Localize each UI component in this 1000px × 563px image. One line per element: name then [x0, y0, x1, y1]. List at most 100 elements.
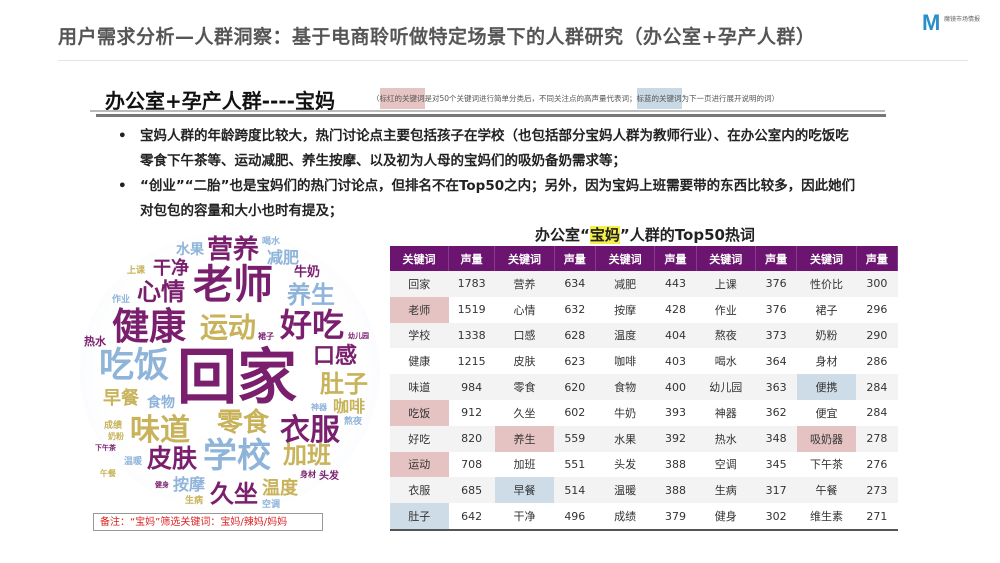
word-cloud-word: 神器	[311, 403, 327, 412]
keyword-cell: 上课	[696, 271, 756, 297]
section-divider	[90, 110, 885, 112]
word-cloud-word: 零食	[217, 408, 270, 438]
volume-cell: 685	[448, 477, 495, 504]
keyword-cell: 食物	[595, 374, 655, 400]
volume-cell: 912	[461, 406, 483, 420]
brand-logo: M 魔镜市场情报	[922, 8, 992, 35]
word-cloud-word: 生病	[185, 496, 204, 506]
slide-title: 用户需求分析—人群洞察：基于电商聆听做特定场景下的人群研究（办公室+孕产人群）	[58, 26, 816, 48]
volume-cell: 1215	[457, 354, 486, 368]
keyword-cell: 吸奶器	[796, 425, 857, 452]
keyword-cell: 作业	[714, 303, 737, 317]
keyword-cell: 性价比	[796, 271, 857, 297]
keyword-cell: 按摩	[614, 303, 637, 317]
header-keyword: 关键词	[595, 246, 656, 271]
volume-cell: 273	[856, 477, 898, 504]
volume-cell: 302	[765, 509, 787, 523]
word-cloud-word: 咖啡	[333, 397, 366, 416]
keyword-cell: 皮肤	[513, 355, 536, 369]
keyword-cell: 衣服	[390, 477, 449, 504]
keyword-cell: 裙子	[815, 303, 838, 317]
table-row: 学校 1338 口感 628 温度 404 熬夜 373 奶粉 290	[390, 322, 898, 349]
table-title-highlight: 宝妈	[589, 226, 620, 244]
table-title-suffix: ”人群的Top50热词	[619, 226, 755, 244]
keyword-cell: 幼儿园	[696, 374, 756, 400]
volume-cell: 388	[654, 477, 697, 504]
word-cloud-word: 运动	[200, 311, 257, 344]
volume-cell: 628	[554, 322, 596, 349]
volume-cell: 271	[866, 509, 888, 523]
keyword-cell: 学校	[390, 322, 449, 349]
volume-cell: 551	[564, 457, 586, 471]
keyword-cell: 午餐	[796, 477, 857, 504]
word-cloud-word: 老师	[193, 262, 273, 308]
top50-keyword-table: 关键词 声量 关键词 声量 关键词 声量 关键词 声量 关键词 声量 回家 1783 营养 634 减肥 4…	[390, 246, 899, 529]
keyword-cell: 心情	[513, 303, 536, 317]
keyword-cell: 加班	[513, 458, 536, 472]
note-prefix: （	[372, 94, 380, 103]
keyword-cell: 奶粉	[796, 322, 857, 349]
word-cloud-word: 减肥	[267, 248, 300, 267]
word-cloud-footnote: 备注：“宝妈”筛选关键词：宝妈/辣妈/妈妈	[93, 513, 323, 531]
note-pink-label: 标红的关键词	[379, 88, 425, 109]
volume-cell: 284	[866, 406, 888, 420]
word-cloud-word: 温度	[262, 478, 298, 499]
word-cloud-word: 上课	[127, 266, 146, 276]
volume-cell: 634	[554, 271, 596, 297]
word-cloud-word: 回家	[177, 343, 297, 413]
word-cloud-word: 身材	[300, 470, 316, 479]
table-bottom-rule	[390, 529, 898, 531]
word-cloud-word: 头发	[319, 471, 339, 482]
table-row: 衣服 685 早餐 514 温暖 388 生病 317 午餐 273	[390, 477, 898, 504]
header-keyword: 关键词	[796, 246, 857, 271]
keyword-cell: 口感	[494, 322, 555, 349]
word-cloud-word: 衣服	[280, 413, 340, 448]
word-cloud-word: 好吃	[280, 306, 345, 344]
header-volume: 声量	[654, 246, 697, 271]
volume-cell: 602	[564, 406, 586, 420]
header-volume: 声量	[554, 246, 596, 271]
keyword-cell: 水果	[595, 425, 655, 452]
word-cloud-word: 养生	[287, 281, 335, 309]
keyword-cell: 减肥	[595, 271, 655, 297]
volume-cell: 443	[654, 271, 697, 297]
bullet-list: 宝妈人群的年龄跨度比较大，热门讨论点主要包括孩子在学校（也包括部分宝妈人群为教师…	[118, 124, 858, 224]
word-cloud-word: 味道	[130, 413, 190, 448]
volume-cell: 496	[564, 509, 586, 523]
section-heading: 办公室+孕产人群----宝妈	[105, 89, 335, 113]
volume-cell: 400	[654, 374, 697, 400]
word-cloud-word: 干净	[153, 258, 189, 279]
volume-cell: 379	[664, 509, 686, 523]
keyword-cell: 便宜	[815, 406, 838, 420]
keyword-cell: 健康	[408, 355, 431, 369]
table-title: 办公室“宝妈”人群的Top50热词	[390, 226, 900, 244]
word-cloud-word: 口感	[313, 344, 358, 369]
table-row: 味道 984 零食 620 食物 400 幼儿园 363 便携 284	[390, 374, 898, 400]
word-cloud-word: 裙子	[258, 332, 274, 341]
word-cloud-word: 熬夜	[344, 417, 363, 427]
volume-cell: 300	[856, 271, 898, 297]
keyword-cell: 咖啡	[614, 355, 637, 369]
word-cloud-word: 学校	[203, 436, 271, 476]
section-divider-shadow	[96, 114, 886, 117]
volume-cell: 296	[866, 303, 888, 317]
word-cloud-word: 肚子	[320, 370, 368, 398]
bullet-item: “创业”“二胎”也是宝妈们的热门讨论点，但排名不在Top50之内；另外，因为宝妈…	[118, 174, 858, 224]
table-row: 吃饭 912 久坐 602 牛奶 393 神器 362 便宜 284	[390, 399, 898, 426]
volume-cell: 620	[554, 374, 596, 400]
keyword-cell: 老师	[390, 296, 449, 323]
word-cloud-word: 加班	[283, 441, 331, 469]
bullet-item: 宝妈人群的年龄跨度比较大，热门讨论点主要包括孩子在学校（也包括部分宝妈人群为教师…	[118, 124, 858, 174]
header-keyword: 关键词	[696, 246, 757, 271]
volume-cell: 1519	[457, 303, 486, 317]
word-cloud-word: 午餐	[100, 469, 116, 478]
table-row: 好吃 820 养生 559 水果 392 热水 348 吸奶器 278	[390, 425, 898, 452]
volume-cell: 376	[765, 303, 787, 317]
volume-cell: 559	[554, 425, 596, 452]
word-cloud-word: 成绩	[104, 421, 123, 431]
volume-cell: 1338	[448, 322, 495, 349]
word-cloud-word: 健康	[112, 305, 186, 348]
keyword-cell: 回家	[390, 271, 449, 297]
word-cloud-word: 早餐	[103, 388, 139, 409]
volume-cell: 286	[866, 354, 888, 368]
